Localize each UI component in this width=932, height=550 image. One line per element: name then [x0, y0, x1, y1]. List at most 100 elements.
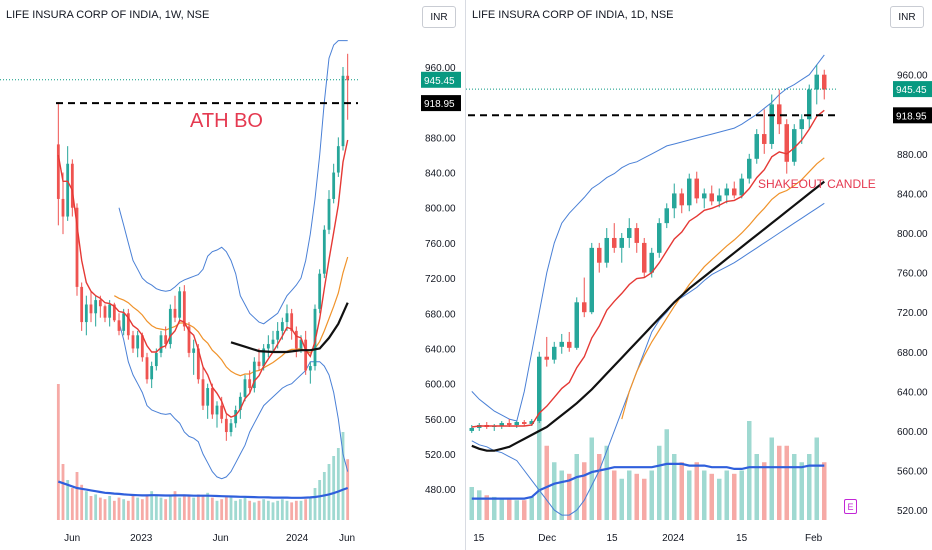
volume-bar — [529, 496, 534, 520]
volume-bar — [84, 491, 88, 520]
volume-bar — [192, 497, 196, 520]
volume-bar — [98, 497, 102, 520]
chart-title: LIFE INSURA CORP OF INDIA, 1D, NSE — [472, 9, 674, 21]
volume-bar — [61, 464, 65, 520]
volume-bar — [318, 480, 322, 520]
candle-body — [117, 320, 121, 331]
volume-bar — [694, 462, 699, 520]
candle-body — [522, 422, 527, 425]
volume-bar — [108, 496, 112, 520]
candle-body — [299, 339, 303, 349]
volume-bar — [537, 404, 542, 520]
volume-bar — [285, 500, 289, 520]
candle-body — [537, 356, 542, 422]
candle-body — [215, 405, 219, 415]
candle-body — [210, 388, 214, 415]
level-price-label: 918.95 — [896, 111, 927, 122]
candle-body — [131, 335, 135, 349]
candle-body — [201, 379, 205, 406]
x-axis-tick-label: Jun — [64, 533, 80, 544]
volume-bar — [522, 500, 527, 520]
bollinger-upper-line — [118, 40, 348, 325]
volume-bar — [210, 497, 214, 520]
y-axis-tick-label: 520.00 — [425, 450, 456, 461]
volume-bar — [154, 496, 158, 520]
volume-bar — [822, 462, 827, 520]
y-axis-tick-label: 760.00 — [897, 269, 928, 280]
volume-bar — [762, 462, 767, 520]
candle-body — [220, 405, 224, 419]
candle-body — [544, 356, 549, 360]
y-axis-tick-label: 800.00 — [897, 229, 928, 240]
volume-bar — [567, 473, 572, 520]
volume-bar — [672, 454, 677, 520]
volume-bar — [336, 448, 340, 520]
volume-bar — [346, 459, 350, 520]
candle-body — [238, 396, 242, 411]
candle-body — [322, 229, 326, 274]
volume-bar — [103, 499, 107, 520]
volume-bar — [238, 499, 242, 520]
volume-bar — [66, 480, 70, 520]
ema-fast-line — [471, 109, 825, 428]
candle-body — [187, 326, 191, 353]
candle-body — [308, 366, 312, 371]
volume-bar — [94, 494, 98, 520]
volume-bar — [709, 473, 714, 520]
candle-body — [627, 228, 632, 238]
daily-chart-canvas[interactable]: 960.00 880.00 840.00 800.00 760.00 720.00 680.… — [466, 0, 932, 550]
candle-body — [679, 193, 684, 206]
candle-body — [276, 330, 280, 340]
level-price-tag — [893, 107, 932, 124]
weekly-chart-canvas[interactable]: 960.00 880.00 840.00 800.00 760.00 720.00 680.… — [0, 0, 466, 550]
candle-body — [634, 228, 639, 243]
candle-body — [672, 193, 677, 209]
volume-bar — [754, 454, 759, 520]
volume-bar — [89, 496, 93, 520]
volume-bar — [739, 470, 744, 520]
candle-body — [552, 346, 557, 360]
candle-body — [271, 339, 275, 345]
candle-body — [814, 74, 819, 90]
candle-body — [266, 344, 270, 349]
candle-body — [799, 119, 804, 130]
volume-bar — [619, 478, 624, 520]
volume-bar — [492, 496, 497, 520]
volume-bar — [168, 496, 172, 520]
y-axis-tick-label: 560.00 — [425, 415, 456, 426]
currency-button[interactable]: INR — [422, 6, 456, 28]
candle-body — [724, 188, 729, 196]
candle-body — [754, 134, 759, 159]
earnings-event-icon[interactable]: E — [844, 499, 857, 514]
candle-body — [304, 339, 308, 371]
volume-bar — [477, 490, 482, 520]
candle-body — [499, 423, 504, 426]
volume-bar — [702, 470, 707, 520]
candle-body — [597, 247, 602, 263]
chart-annotation: ATH BO — [190, 110, 263, 132]
volume-bar — [732, 473, 737, 520]
candle-body — [126, 313, 130, 336]
weekly-chart-panel[interactable]: 960.00 880.00 840.00 800.00 760.00 720.00 680.… — [0, 0, 466, 550]
bollinger-upper-line — [471, 54, 825, 422]
volume-bar — [131, 496, 135, 520]
currency-button[interactable]: INR — [890, 6, 924, 28]
volume-bar — [280, 499, 284, 520]
candle-body — [248, 379, 252, 389]
volume-bar — [234, 500, 238, 520]
candle-body — [664, 208, 669, 224]
candle-body — [290, 313, 294, 331]
candle-body — [582, 302, 587, 313]
volume-bar — [70, 488, 74, 520]
volume-bar — [248, 500, 252, 520]
y-axis-tick-label: 880.00 — [897, 150, 928, 161]
x-axis-tick-label: Feb — [805, 533, 823, 544]
candle-body — [182, 291, 186, 327]
candle-body — [762, 134, 767, 144]
y-axis-tick-label: 680.00 — [425, 309, 456, 320]
volume-bar — [215, 500, 219, 520]
daily-chart-panel[interactable]: 960.00 880.00 840.00 800.00 760.00 720.00 680.… — [466, 0, 932, 550]
volume-bar — [499, 498, 504, 520]
x-axis-tick-label: Jun — [339, 533, 355, 544]
y-axis-tick-label: 720.00 — [425, 274, 456, 285]
